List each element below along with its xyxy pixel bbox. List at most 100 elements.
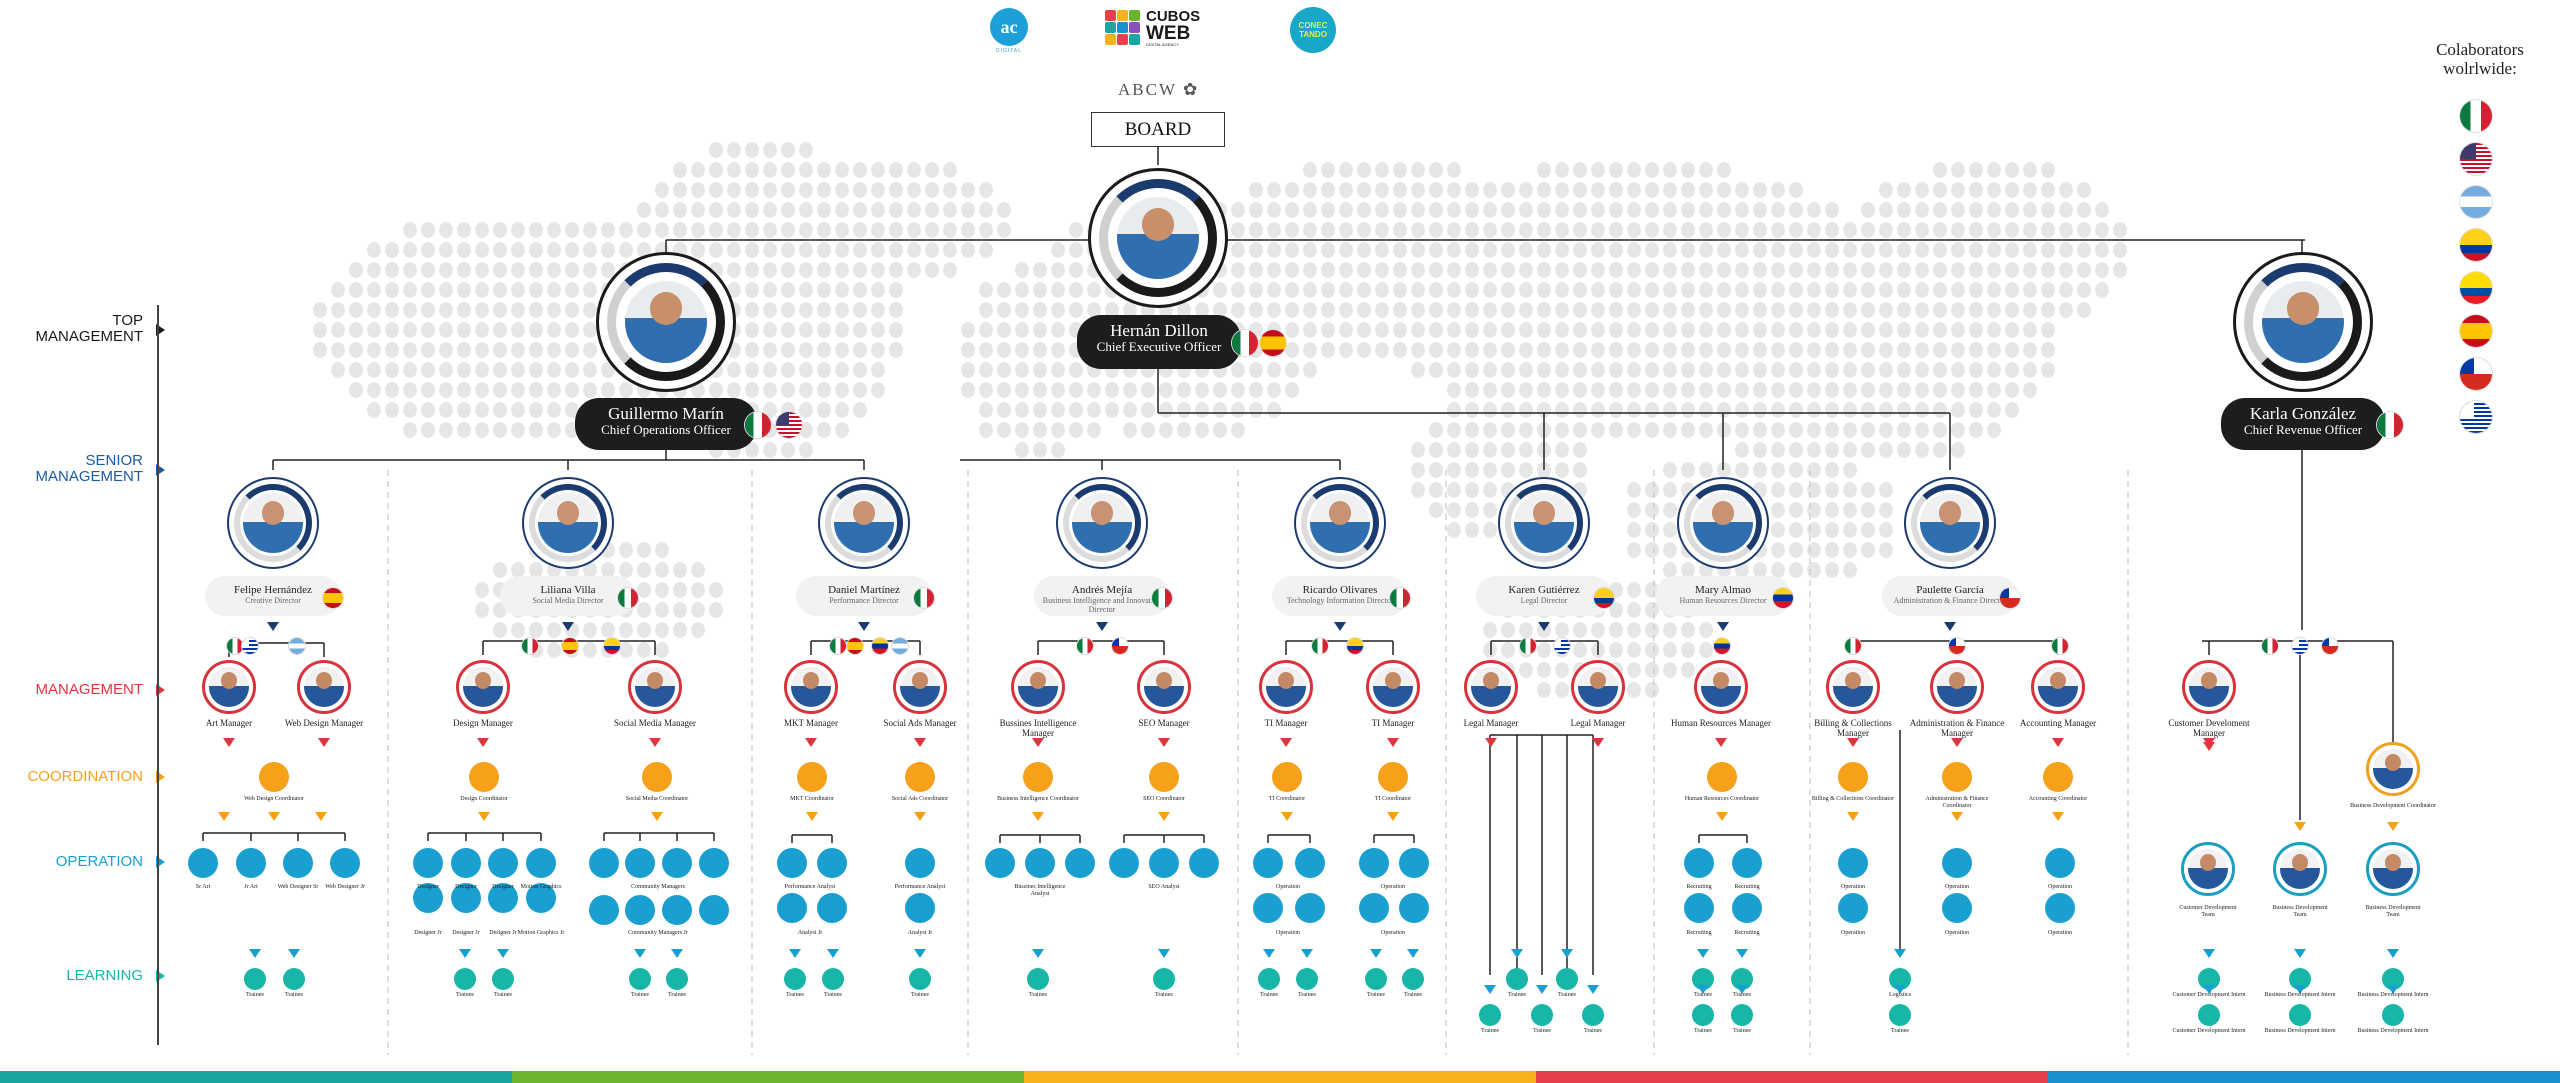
- map-dot: [1339, 182, 1353, 198]
- map-dot: [1069, 222, 1083, 238]
- map-dot: [1249, 282, 1263, 298]
- map-dot: [2023, 322, 2037, 338]
- map-dot: [1987, 422, 2001, 438]
- map-dot: [1069, 242, 1083, 258]
- flag-mexico-icon: [2377, 412, 2403, 438]
- map-dot: [1051, 242, 1065, 258]
- map-dot: [1735, 442, 1749, 458]
- map-dot: [1393, 242, 1407, 258]
- map-dot: [2113, 262, 2127, 278]
- map-dot: [1357, 342, 1371, 358]
- map-dot: [565, 342, 579, 358]
- map-dot: [1501, 242, 1515, 258]
- down-arrow-icon: [1032, 738, 1044, 747]
- learning-label: Trainee: [1297, 992, 1317, 998]
- map-dot: [1825, 342, 1839, 358]
- map-dot: [763, 342, 777, 358]
- map-dot: [1393, 302, 1407, 318]
- manager-label: TI Manager: [1264, 718, 1308, 728]
- map-dot: [493, 342, 507, 358]
- down-arrow-icon: [1032, 812, 1044, 821]
- map-dot: [1213, 282, 1227, 298]
- learning-dot: [1296, 968, 1318, 990]
- down-arrow-icon: [1951, 812, 1963, 821]
- map-dot: [1627, 162, 1641, 178]
- map-dot: [1645, 262, 1659, 278]
- map-dot: [979, 362, 993, 378]
- map-dot: [1177, 382, 1191, 398]
- map-dot: [1969, 362, 1983, 378]
- map-dot: [2005, 262, 2019, 278]
- director-name-block: Paulette García Administration & Finance …: [1880, 584, 2020, 605]
- map-dot: [1249, 202, 1263, 218]
- down-arrow-icon: [1387, 812, 1399, 821]
- map-dot: [2005, 382, 2019, 398]
- map-dot: [1573, 162, 1587, 178]
- map-dot: [1825, 302, 1839, 318]
- map-dot: [1969, 302, 1983, 318]
- map-dot: [1681, 342, 1695, 358]
- map-dot: [1879, 382, 1893, 398]
- manager-avatar: [1018, 667, 1058, 707]
- map-dot: [799, 402, 813, 418]
- map-dot: [1645, 382, 1659, 398]
- map-dot: [1015, 282, 1029, 298]
- map-dot: [511, 362, 525, 378]
- collaborators-title: Colaborators wolrlwide:: [2436, 40, 2524, 78]
- coo-name-pill: Guillermo Marín Chief Operations Officer: [575, 398, 757, 450]
- map-dot: [1051, 402, 1065, 418]
- map-dot: [1015, 442, 1029, 458]
- down-arrow-icon: [223, 738, 235, 747]
- coordinator-dot: [259, 762, 289, 792]
- map-dot: [853, 202, 867, 218]
- down-arrow-icon: [2387, 822, 2399, 831]
- map-dot: [2041, 262, 2055, 278]
- map-dot: [1321, 302, 1335, 318]
- map-dot: [493, 402, 507, 418]
- map-dot: [1807, 242, 1821, 258]
- map-dot: [799, 262, 813, 278]
- operation-dot: [451, 848, 481, 878]
- manager-photo: [2182, 660, 2236, 714]
- map-dot: [1519, 282, 1533, 298]
- manager-label: Legal Manager: [1570, 718, 1626, 728]
- map-dot: [2005, 182, 2019, 198]
- map-dot: [313, 342, 327, 358]
- operation-dot: [1399, 893, 1429, 923]
- map-dot: [979, 422, 993, 438]
- down-arrow-icon: [1096, 622, 1108, 631]
- map-dot: [1267, 382, 1281, 398]
- map-dot: [961, 242, 975, 258]
- map-dot: [2023, 222, 2037, 238]
- down-arrow-icon: [477, 738, 489, 747]
- map-dot: [475, 342, 489, 358]
- map-dot: [1663, 302, 1677, 318]
- map-dot: [1609, 282, 1623, 298]
- map-dot: [871, 162, 885, 178]
- map-dot: [1645, 482, 1659, 498]
- map-dot: [2077, 182, 2091, 198]
- down-arrow-icon: [789, 949, 801, 958]
- map-dot: [1897, 282, 1911, 298]
- map-dot: [1411, 262, 1425, 278]
- flag-icon: [562, 638, 578, 654]
- map-dot: [1807, 302, 1821, 318]
- map-dot: [727, 202, 741, 218]
- map-dot: [745, 202, 759, 218]
- map-dot: [421, 422, 435, 438]
- map-dot: [1483, 382, 1497, 398]
- map-dot: [1915, 262, 1929, 278]
- map-dot: [1285, 342, 1299, 358]
- map-dot: [1447, 162, 1461, 178]
- cro-photo: [2233, 252, 2373, 392]
- map-dot: [1735, 302, 1749, 318]
- map-dot: [1591, 202, 1605, 218]
- ceo-avatar: [1117, 197, 1199, 279]
- map-dot: [817, 202, 831, 218]
- map-dot: [1519, 342, 1533, 358]
- map-dot: [1951, 182, 1965, 198]
- map-dot: [1591, 382, 1605, 398]
- down-arrow-icon: [315, 812, 327, 821]
- map-dot: [1357, 302, 1371, 318]
- map-dot: [1645, 302, 1659, 318]
